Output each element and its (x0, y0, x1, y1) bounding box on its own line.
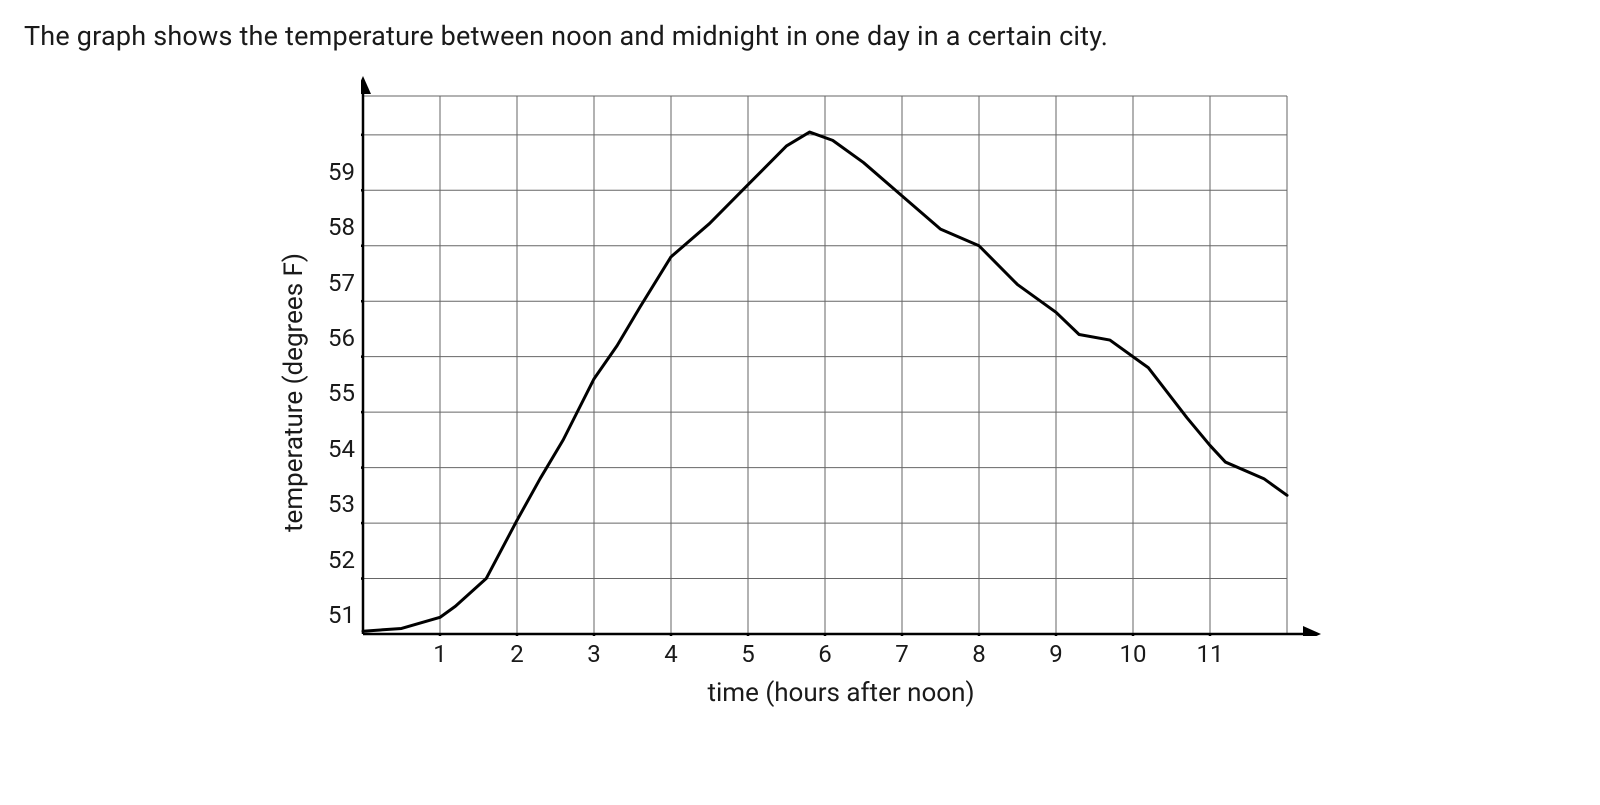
plot-column: 1 2 3 4 5 6 7 8 9 10 11 time (hours after noon) (361, 76, 1321, 708)
x-tick-label: 5 (741, 640, 755, 668)
x-tick-label: 4 (664, 640, 678, 668)
x-axis-ticks: 1 2 3 4 5 6 7 8 9 10 11 (361, 640, 1321, 672)
y-tick-label: 56 (328, 324, 355, 352)
x-tick-label: 2 (510, 640, 524, 668)
y-tick-label: 51 (328, 601, 355, 629)
y-tick-label: 58 (328, 213, 355, 241)
chart-container: temperature (degrees F) 5152535455565758… (24, 76, 1576, 708)
y-tick-label: 54 (328, 435, 355, 463)
line-chart (361, 76, 1321, 636)
x-tick-label: 11 (1197, 640, 1224, 668)
x-tick-label: 6 (818, 640, 832, 668)
y-tick-label: 53 (328, 490, 355, 518)
y-axis-ticks: 51 52 53 54 55 56 57 58 59 (315, 112, 355, 672)
x-axis-label: time (hours after noon) (361, 678, 1321, 708)
x-tick-label: 8 (972, 640, 986, 668)
y-axis-label: temperature (degrees F) (279, 253, 309, 532)
y-tick-label: 52 (328, 546, 355, 574)
y-tick-label: 57 (328, 269, 355, 297)
chart-inner: temperature (degrees F) 5152535455565758… (279, 76, 1321, 708)
chart-description: The graph shows the temperature between … (24, 20, 1576, 52)
y-tick-label: 55 (328, 379, 355, 407)
x-tick-label: 3 (587, 640, 601, 668)
x-tick-label: 7 (895, 640, 909, 668)
x-tick-label: 1 (433, 640, 447, 668)
x-tick-label: 10 (1120, 640, 1147, 668)
y-tick-label: 59 (328, 158, 355, 186)
x-tick-label: 9 (1049, 640, 1063, 668)
